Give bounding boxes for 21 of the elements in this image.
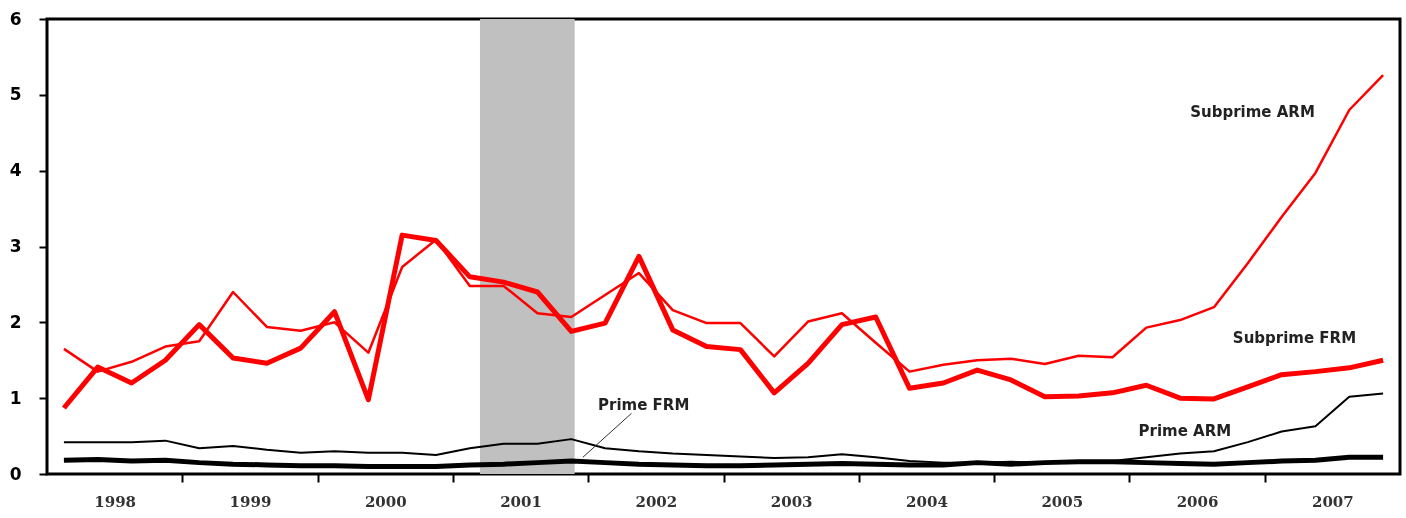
y-tick-label: 2	[9, 311, 22, 332]
y-tick-label: 0	[9, 463, 22, 484]
x-tick-label: 2004	[906, 492, 948, 511]
text: Prime FRM	[598, 395, 690, 414]
x-tick-label: 2003	[770, 492, 813, 511]
x-tick-label: 2006	[1176, 492, 1219, 511]
y-tick-label: 4	[9, 160, 22, 181]
y-tick-label: 6	[9, 8, 22, 29]
x-tick-label: 2002	[635, 492, 678, 511]
x-tick-label: 2005	[1041, 492, 1084, 511]
y-tick-label: 1	[9, 387, 22, 408]
x-tick-label: 2000	[364, 492, 407, 511]
series-label: Prime ARM	[1138, 421, 1232, 440]
y-tick-label: 5	[9, 84, 22, 105]
x-tick-label: 1999	[229, 492, 272, 511]
x-tick-label: 2007	[1311, 492, 1354, 511]
series-label: Subprime FRM	[1232, 329, 1357, 348]
y-tick-label: 3	[9, 236, 22, 256]
x-tick-label: 1998	[94, 492, 137, 511]
series-label: Subprime ARM	[1190, 102, 1315, 121]
x-tick-label: 2001	[500, 492, 542, 511]
